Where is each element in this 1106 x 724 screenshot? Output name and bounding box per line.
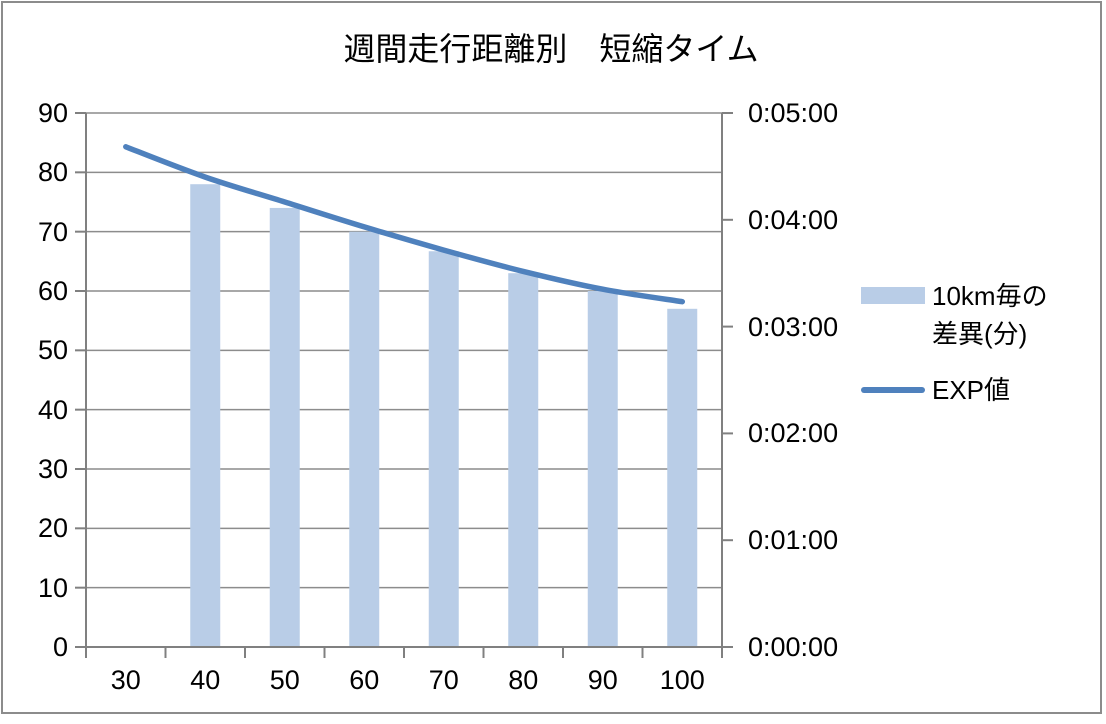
x-axis-tick-label: 90: [587, 665, 618, 695]
x-axis-tick-label: 80: [508, 665, 539, 695]
left-axis-tick-label: 20: [37, 513, 68, 544]
bar: [349, 231, 380, 647]
bar-series-legend-label-line2: 差異(分): [932, 319, 1028, 349]
right-axis-tick-label: 0:01:00: [748, 525, 839, 556]
left-axis-tick-label: 30: [37, 454, 68, 484]
x-axis-tick-label: 40: [190, 665, 221, 695]
chart-title: 週間走行距離別 短縮タイム: [343, 31, 759, 67]
right-axis-tick-label: 0:04:00: [748, 204, 839, 235]
left-axis-tick-label: 80: [37, 157, 68, 188]
left-axis-tick-label: 50: [37, 335, 68, 366]
right-axis-tick-label: 0:05:00: [748, 98, 839, 128]
right-axis-tick-label: 0:00:00: [748, 632, 839, 662]
line-series-legend-swatch: [861, 387, 925, 393]
x-axis-tick-label: 30: [110, 665, 141, 695]
right-axis-tick-label: 0:02:00: [748, 418, 839, 449]
exp-line: [123, 144, 686, 305]
bar: [667, 308, 698, 647]
x-axis-tick-label: 70: [428, 665, 459, 695]
left-axis-tick-label: 0: [52, 632, 68, 662]
left-axis-tick-label: 90: [37, 98, 68, 128]
right-axis-tick-label: 0:03:00: [748, 311, 839, 342]
bar: [587, 291, 618, 647]
left-axis-tick-label: 10: [37, 572, 68, 603]
line-series-legend-label: EXP値: [932, 375, 1011, 405]
bar: [190, 184, 221, 647]
left-axis-tick-label: 40: [37, 394, 68, 425]
bar-series-legend-label: 10km毎の 差異(分): [932, 277, 1048, 353]
bar-series-legend-label-line1: 10km毎の: [932, 281, 1048, 311]
bar: [428, 251, 459, 647]
x-axis-tick-label: 100: [659, 665, 705, 695]
x-axis-tick-label: 50: [269, 665, 300, 695]
bar: [508, 273, 539, 647]
left-axis-tick-label: 60: [37, 276, 68, 306]
bar-series-legend-swatch: [861, 287, 925, 304]
x-axis-tick-label: 60: [349, 665, 380, 695]
bar: [269, 207, 300, 647]
left-axis-tick-label: 70: [37, 216, 68, 247]
